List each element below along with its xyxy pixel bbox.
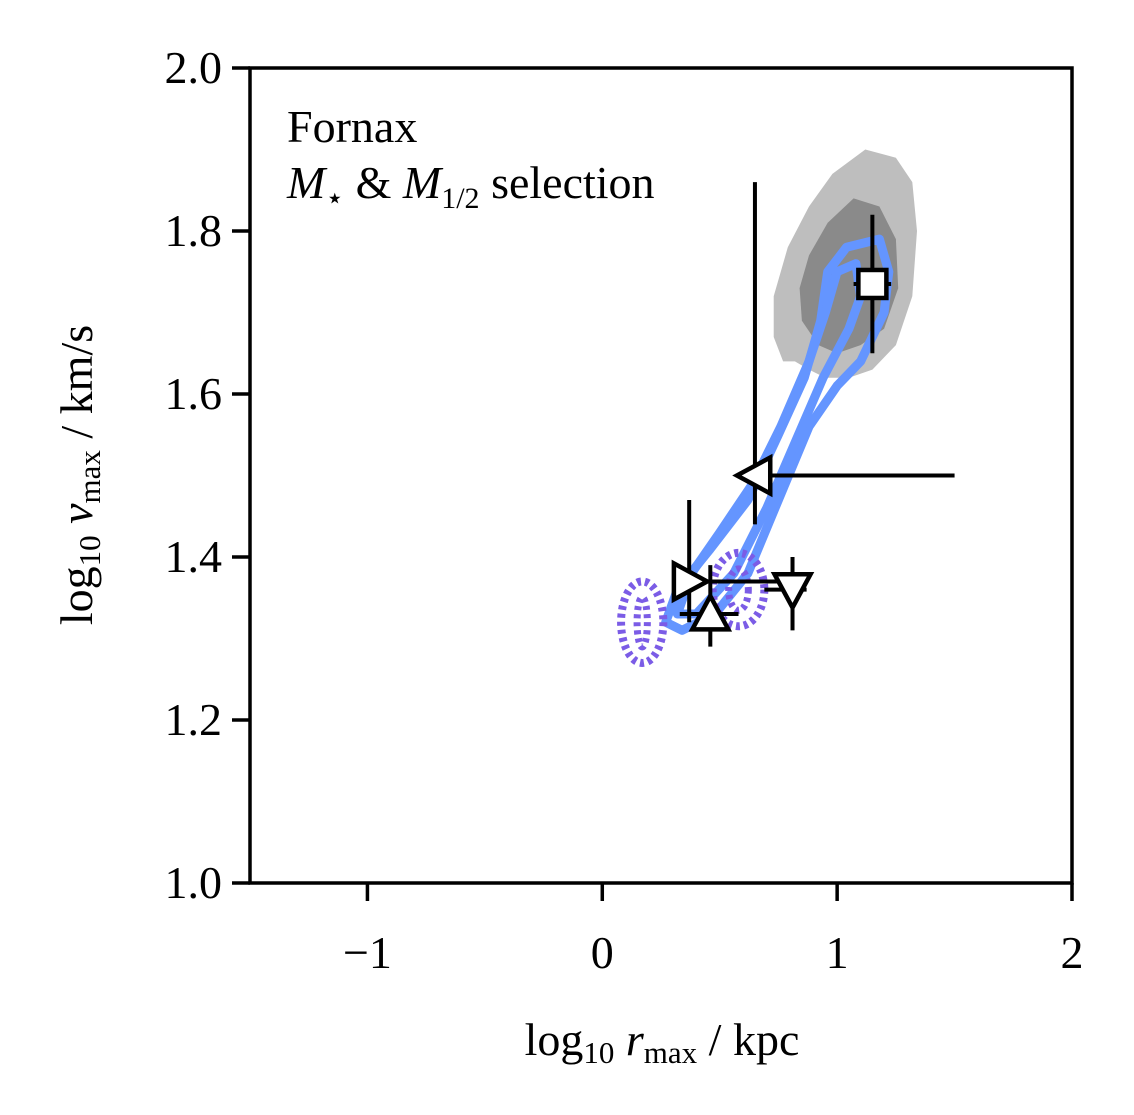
data-point-triangle-left <box>732 182 955 525</box>
purple-dotted-contour-inner-0 <box>633 593 651 651</box>
blue-contour-1 <box>672 259 866 619</box>
purple-dotted-contour-inner-1 <box>725 565 752 614</box>
y-tick-label: 1.0 <box>165 857 223 908</box>
data-point-square <box>853 214 892 354</box>
data-point-triangle-right <box>671 499 791 623</box>
triangle-right-marker <box>671 559 712 604</box>
y-tick-label: 1.2 <box>165 694 223 745</box>
annotation-line2: M⋆ & M1/2 selection <box>286 157 655 215</box>
annotation-line1: Fornax <box>287 101 417 152</box>
square-marker <box>856 267 889 301</box>
x-tick-label: 2 <box>1061 927 1084 978</box>
y-tick-label: 1.8 <box>165 205 223 256</box>
data-point-triangle-down <box>764 557 815 631</box>
x-tick-label: 0 <box>591 927 614 978</box>
x-axis-label: log10 rmax / kpc <box>525 1014 800 1070</box>
x-tick-label: 1 <box>826 927 849 978</box>
triangle-left-marker <box>732 453 773 498</box>
y-tick-label: 1.6 <box>165 368 223 419</box>
data-point-triangle-up <box>679 565 739 647</box>
y-axis-label: log10 vmax / km/s <box>51 325 107 625</box>
purple-dotted-contour-outer-0 <box>617 577 668 667</box>
plot-content <box>617 149 955 667</box>
axes-frame <box>248 66 1074 885</box>
y-tick-label: 1.4 <box>165 531 223 582</box>
triangle-up-marker <box>688 591 733 632</box>
triangle-down-marker <box>770 572 815 613</box>
x-tick-label: −1 <box>343 927 392 978</box>
axis-ticks: −1 0 1 2 1.0 1.2 1.4 1.6 1.8 2.0 <box>165 42 1084 978</box>
y-tick-label: 2.0 <box>165 42 223 93</box>
